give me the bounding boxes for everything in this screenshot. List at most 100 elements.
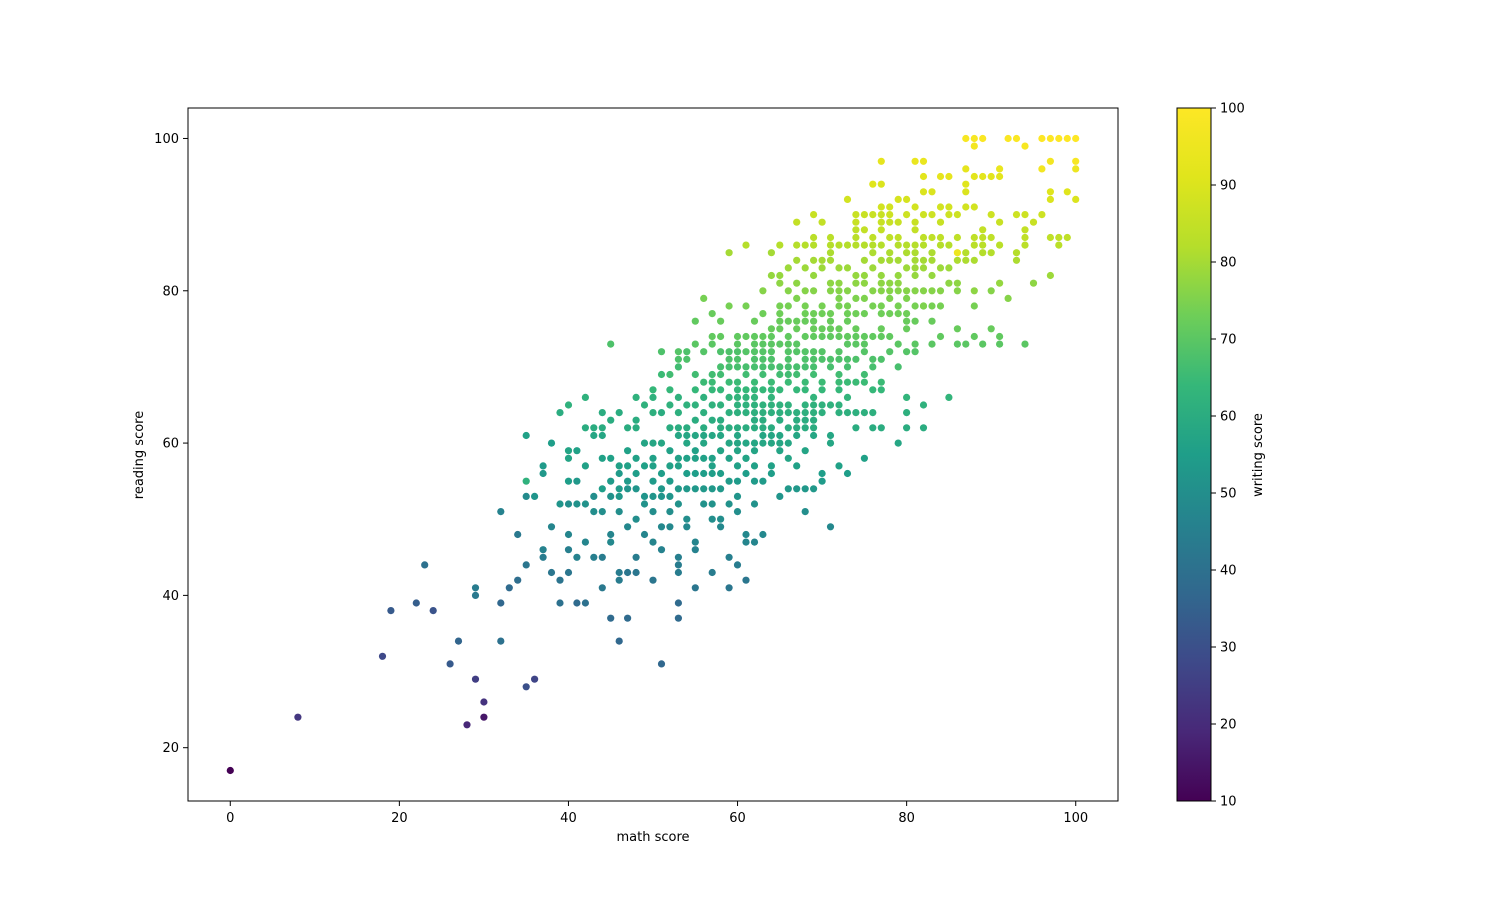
data-point xyxy=(784,439,792,447)
data-point xyxy=(810,233,818,242)
data-point xyxy=(793,370,801,379)
data-point xyxy=(801,355,809,363)
data-point xyxy=(640,401,649,409)
data-point xyxy=(826,279,835,287)
data-point xyxy=(784,370,792,379)
data-point xyxy=(826,363,835,371)
data-point xyxy=(683,439,691,447)
data-point xyxy=(1072,165,1080,173)
data-point xyxy=(725,249,733,257)
data-point xyxy=(894,241,902,249)
data-point xyxy=(700,454,708,462)
data-point xyxy=(733,431,742,440)
data-point xyxy=(657,409,666,417)
data-point xyxy=(784,363,792,371)
data-point xyxy=(624,568,632,577)
data-point xyxy=(919,302,928,310)
data-point xyxy=(979,249,987,257)
data-point xyxy=(725,477,733,485)
data-point xyxy=(1012,134,1021,143)
data-point xyxy=(894,310,902,318)
data-point xyxy=(700,485,708,493)
data-point xyxy=(624,614,632,622)
data-point xyxy=(826,439,835,447)
data-point xyxy=(860,271,869,280)
data-point xyxy=(801,424,809,432)
data-point xyxy=(742,302,750,310)
data-point xyxy=(683,348,691,356)
data-point xyxy=(691,485,699,493)
data-point xyxy=(767,348,776,356)
data-point xyxy=(649,576,657,584)
data-point xyxy=(717,348,725,356)
data-point xyxy=(911,241,919,249)
data-point xyxy=(725,584,733,592)
data-point xyxy=(759,477,767,485)
data-point xyxy=(852,332,860,341)
data-point xyxy=(869,363,877,371)
data-point xyxy=(615,637,623,645)
data-point xyxy=(750,348,759,356)
data-point xyxy=(717,363,725,371)
y-tick-label: 40 xyxy=(162,589,179,604)
data-point xyxy=(835,378,843,386)
data-point xyxy=(810,431,818,440)
data-point xyxy=(818,332,826,341)
data-point xyxy=(784,287,792,295)
data-point xyxy=(700,348,708,356)
data-point xyxy=(691,431,699,440)
data-point xyxy=(877,211,885,219)
data-point xyxy=(869,180,877,188)
data-point xyxy=(598,485,606,493)
data-point xyxy=(793,325,801,333)
data-point xyxy=(674,553,683,561)
x-axis-label: math score xyxy=(616,830,689,845)
data-point xyxy=(750,500,759,508)
data-point xyxy=(759,431,767,440)
data-point xyxy=(674,568,683,577)
data-point xyxy=(826,332,835,341)
data-point xyxy=(733,492,742,500)
data-point xyxy=(776,370,784,379)
data-point xyxy=(759,363,767,371)
data-point xyxy=(708,332,716,341)
data-point xyxy=(556,500,564,508)
data-point xyxy=(776,271,784,280)
data-point xyxy=(776,416,784,424)
data-point xyxy=(708,515,716,523)
data-point xyxy=(1055,241,1063,249)
data-point xyxy=(843,264,852,272)
data-point xyxy=(539,462,547,470)
data-point xyxy=(810,401,818,409)
data-point xyxy=(733,409,742,417)
data-point xyxy=(708,469,716,478)
data-point xyxy=(742,241,750,249)
data-point xyxy=(911,317,919,325)
data-point xyxy=(750,340,759,348)
data-point xyxy=(852,279,860,287)
data-point xyxy=(810,325,818,333)
data-point xyxy=(733,348,742,356)
data-point xyxy=(945,241,953,249)
data-point xyxy=(471,591,480,600)
data-point xyxy=(945,279,953,287)
data-point xyxy=(742,469,750,478)
data-point xyxy=(784,424,792,432)
data-point xyxy=(1063,134,1071,143)
data-point xyxy=(860,279,869,287)
data-point xyxy=(759,530,767,539)
data-point xyxy=(717,332,725,341)
data-point xyxy=(979,134,987,143)
data-point xyxy=(725,355,733,363)
data-point xyxy=(776,431,784,440)
data-point xyxy=(784,264,792,272)
data-point xyxy=(742,332,750,341)
data-point xyxy=(793,485,801,493)
data-point xyxy=(657,439,666,447)
data-point xyxy=(742,530,750,539)
data-point xyxy=(649,508,657,516)
data-point xyxy=(996,279,1004,287)
data-point xyxy=(767,469,776,478)
plot-area-frame xyxy=(187,107,1119,802)
data-point xyxy=(996,340,1004,348)
